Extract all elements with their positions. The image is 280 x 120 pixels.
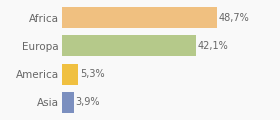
- Bar: [62, 92, 74, 113]
- Text: 48,7%: 48,7%: [218, 13, 249, 23]
- Bar: [62, 7, 217, 28]
- Bar: [62, 35, 196, 57]
- Bar: [62, 63, 78, 85]
- Text: 42,1%: 42,1%: [197, 41, 228, 51]
- Text: 5,3%: 5,3%: [80, 69, 105, 79]
- Text: 3,9%: 3,9%: [76, 97, 100, 107]
